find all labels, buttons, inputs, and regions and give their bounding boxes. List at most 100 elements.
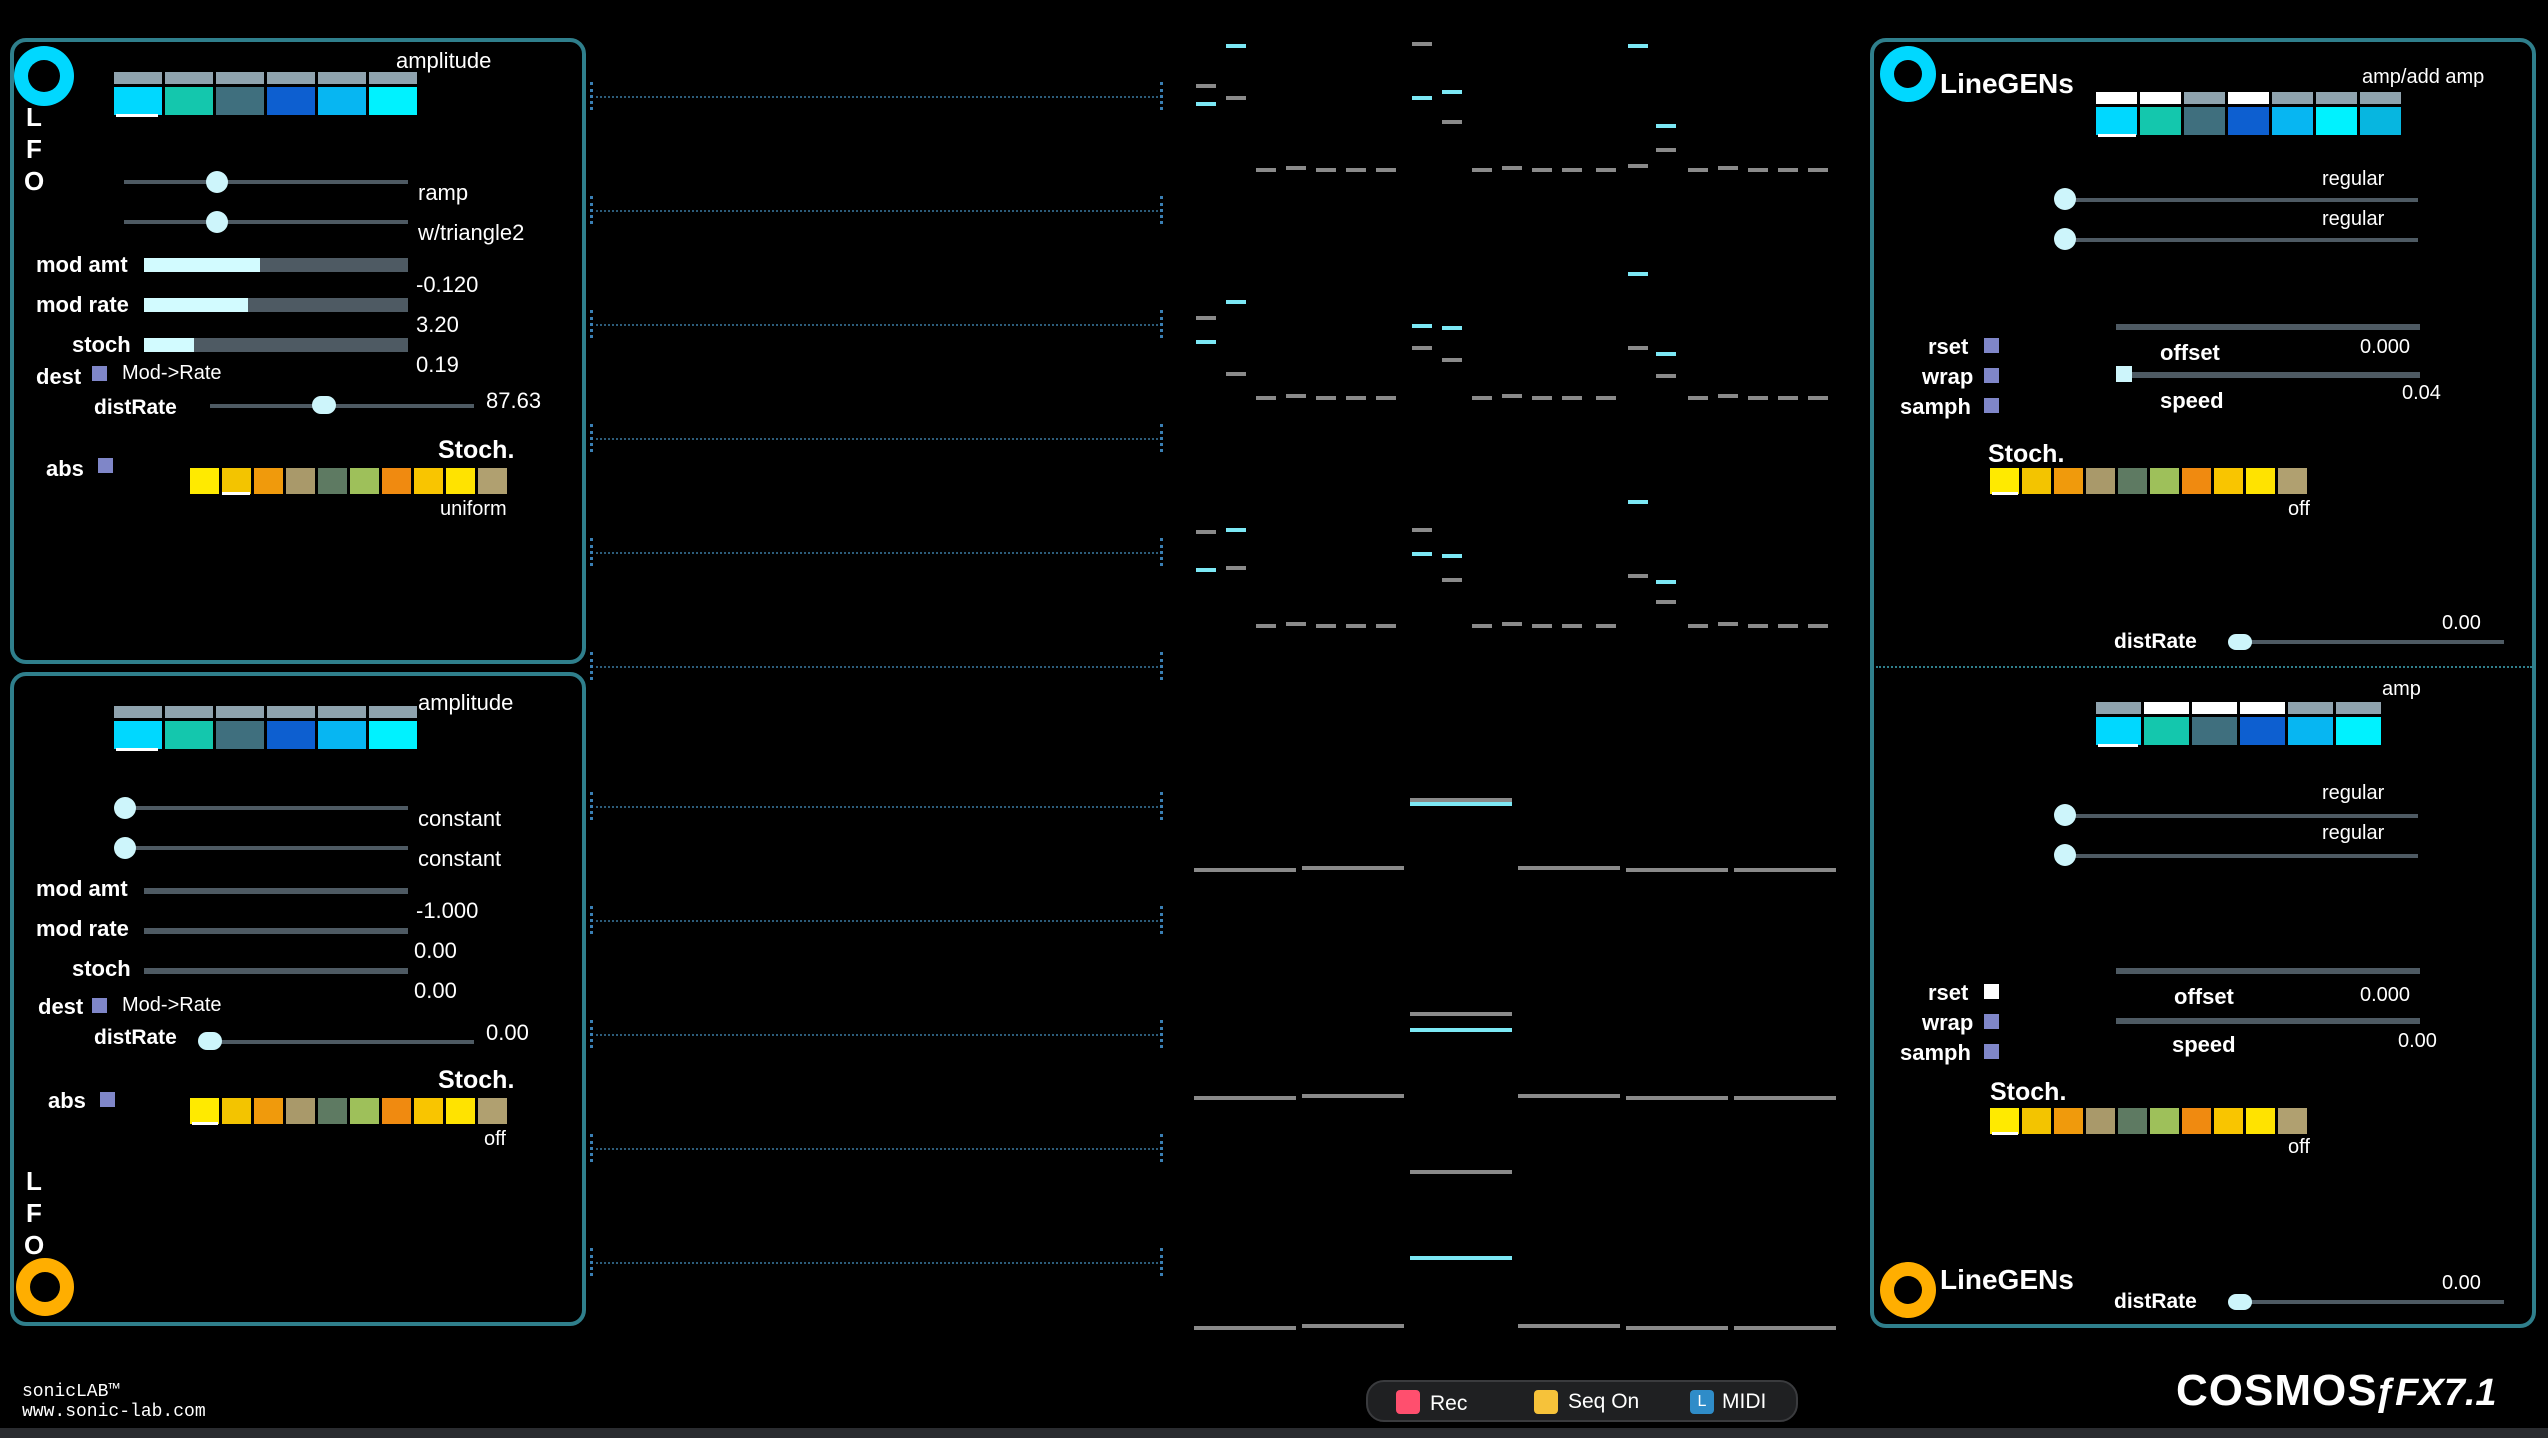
linegen-bottom-speed-slider[interactable] <box>2116 1018 2420 1024</box>
lfo-bottom-wave1-slider[interactable] <box>124 806 408 810</box>
lfo-bottom-stoch-selector[interactable] <box>190 1098 507 1124</box>
linegen-top-samph-checkbox[interactable] <box>1984 398 1999 413</box>
lfo-top-wave1-thumb[interactable] <box>206 171 228 193</box>
lfo-top-knob-icon[interactable] <box>14 46 74 106</box>
lfo-bottom-amplitude-selector[interactable] <box>114 706 417 749</box>
linegen-bottom-stoch-selector[interactable] <box>1990 1108 2307 1134</box>
lfo-top-distrate-thumb[interactable] <box>312 396 336 414</box>
level-segment <box>1688 624 1708 628</box>
rec-button-icon[interactable] <box>1396 1390 1420 1414</box>
level-segment <box>1628 574 1648 578</box>
lfo-bottom-knob-icon[interactable] <box>16 1258 74 1316</box>
linegen-top-speed-slider[interactable] <box>2116 372 2420 378</box>
linegen-top-rset-checkbox[interactable] <box>1984 338 1999 353</box>
level-segment <box>1196 102 1216 106</box>
lfo-bottom-mod-amt-value: -1.000 <box>416 898 479 923</box>
level-segment <box>1226 372 1246 376</box>
linegen-bottom-mode1-thumb[interactable] <box>2054 804 2076 826</box>
midi-button-icon[interactable]: L <box>1690 1390 1714 1414</box>
level-segment <box>1656 374 1676 378</box>
linegen-top-wrap-checkbox[interactable] <box>1984 368 1999 383</box>
lfo-bottom-stoch-slider[interactable] <box>144 968 408 974</box>
level-segment <box>1442 578 1462 582</box>
level-segment <box>1286 394 1306 398</box>
linegen-top-amp-selector[interactable] <box>2096 92 2401 135</box>
lfo-top-stoch-slider[interactable] <box>144 338 408 352</box>
lfo-top-mod-rate-slider[interactable] <box>144 298 408 312</box>
linegen-bottom-amp-selector[interactable] <box>2096 702 2381 745</box>
route-start-marker <box>590 1248 594 1276</box>
level-segment <box>1748 396 1768 400</box>
lfo-top-abs-checkbox[interactable] <box>98 458 113 473</box>
seq-button-icon[interactable] <box>1534 1390 1558 1414</box>
lfo-top-wave2-thumb[interactable] <box>206 211 228 233</box>
level-segment <box>1442 120 1462 124</box>
route-line <box>596 1148 1162 1150</box>
linegen-top-mode1-thumb[interactable] <box>2054 188 2076 210</box>
route-end-marker <box>1160 652 1164 680</box>
level-segment <box>1688 396 1708 400</box>
lfo-bottom-dest-checkbox[interactable] <box>92 998 107 1013</box>
level-segment <box>1628 164 1648 168</box>
lfo-top-mod-rate-value: 3.20 <box>416 312 459 337</box>
linegen-top-distrate-slider[interactable] <box>2232 640 2504 644</box>
lfo-bottom-mod-amt-label: mod amt <box>36 876 128 901</box>
linegen-top-speed-thumb[interactable] <box>2116 366 2132 382</box>
lfo-bottom-distrate-thumb[interactable] <box>198 1032 222 1050</box>
lfo-bottom-mod-rate-slider[interactable] <box>144 928 408 934</box>
linegen-top-distrate-thumb[interactable] <box>2228 634 2252 650</box>
level-segment <box>1596 168 1616 172</box>
level-segment <box>1472 624 1492 628</box>
linegen-bottom-mode2-thumb[interactable] <box>2054 844 2076 866</box>
linegen-top-offset-slider[interactable] <box>2116 324 2420 330</box>
linegen-top-mode2-thumb[interactable] <box>2054 228 2076 250</box>
lfo-top-stoch-mode: uniform <box>440 498 507 520</box>
seq-label[interactable]: Seq On <box>1568 1390 1640 1413</box>
lfo-top-mod-amt-slider[interactable] <box>144 258 408 272</box>
transport-bar: Rec Seq On L MIDI <box>1366 1380 1798 1422</box>
linegen-top-mode2-slider[interactable] <box>2066 238 2418 242</box>
lfo-bottom-wave2-thumb[interactable] <box>114 837 136 859</box>
lfo-bottom-distrate-value: 0.00 <box>486 1020 529 1045</box>
linegen-top-stoch-selector[interactable] <box>1990 468 2307 494</box>
lfo-top-wave1-slider[interactable] <box>124 180 408 184</box>
linegen-top-amp-label: amp/add amp <box>2362 66 2485 88</box>
lfo-bottom-wave1-thumb[interactable] <box>114 797 136 819</box>
lfo-bottom-wave2-slider[interactable] <box>124 846 408 850</box>
linegen-top-knob-icon[interactable] <box>1880 46 1936 102</box>
lfo-bottom-mod-amt-slider[interactable] <box>144 888 408 894</box>
lfo-top-amplitude-selector[interactable] <box>114 72 417 115</box>
linegen-bottom-mode1-slider[interactable] <box>2066 814 2418 818</box>
linegen-bottom-distrate-thumb[interactable] <box>2228 1294 2252 1310</box>
linegen-bottom-mode2-slider[interactable] <box>2066 854 2418 858</box>
brand-line2[interactable]: www.sonic-lab.com <box>22 1402 206 1422</box>
level-segment <box>1562 624 1582 628</box>
lfo-top-distrate-slider[interactable] <box>210 404 474 408</box>
lfo-top-dest-label: dest <box>36 364 82 389</box>
line-meter <box>1626 868 1728 872</box>
lfo-bottom-abs-checkbox[interactable] <box>100 1092 115 1107</box>
linegen-bottom-rset-checkbox[interactable] <box>1984 984 1999 999</box>
linegen-top-distrate-value: 0.00 <box>2442 612 2481 634</box>
linegen-bottom-samph-checkbox[interactable] <box>1984 1044 1999 1059</box>
line-meter <box>1302 1324 1404 1328</box>
linegen-bottom-knob-icon[interactable] <box>1880 1262 1936 1318</box>
lfo-top-stoch-selector[interactable] <box>190 468 507 494</box>
lfo-top-wave2-slider[interactable] <box>124 220 408 224</box>
level-segment <box>1316 624 1336 628</box>
linegen-bottom-distrate-slider[interactable] <box>2232 1300 2504 1304</box>
linegen-bottom-mode1-label: regular <box>2322 782 2385 804</box>
rec-label[interactable]: Rec <box>1430 1392 1468 1415</box>
linegen-top-mode1-slider[interactable] <box>2066 198 2418 202</box>
linegen-bottom-offset-slider[interactable] <box>2116 968 2420 974</box>
lfo-top-side-label-f: F <box>26 134 42 164</box>
route-end-marker <box>1160 538 1164 566</box>
linegen-bottom-wrap-checkbox[interactable] <box>1984 1014 1999 1029</box>
level-segment <box>1562 168 1582 172</box>
midi-label[interactable]: MIDI <box>1722 1390 1767 1413</box>
linegen-top-title: LineGENs <box>1940 68 2074 99</box>
lfo-bottom-distrate-slider[interactable] <box>200 1040 474 1044</box>
level-segment <box>1412 324 1432 328</box>
lfo-top-dest-checkbox[interactable] <box>92 366 107 381</box>
lfo-bottom-amplitude-label: amplitude <box>418 690 514 715</box>
